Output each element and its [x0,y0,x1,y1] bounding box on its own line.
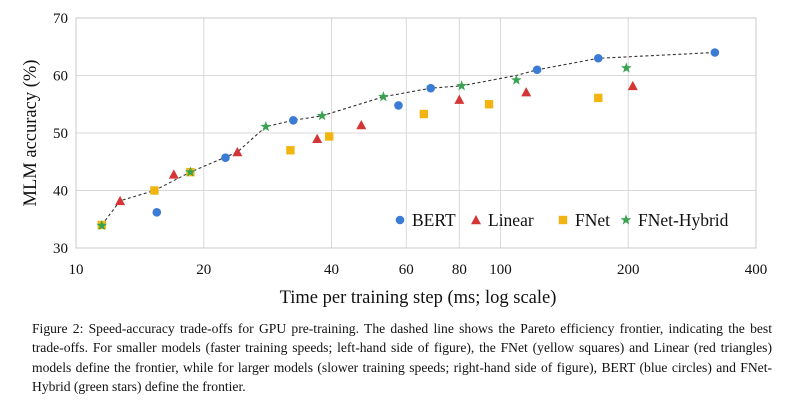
legend-linear-label: Linear [488,210,534,230]
y-tick-label: 50 [53,126,68,142]
x-tick-label: 200 [617,262,640,278]
fnet-hybrid-point [456,80,467,91]
linear-point [115,195,126,206]
fnet-point [484,100,494,109]
x-tick-label: 20 [196,262,211,278]
legend-bert-marker [395,215,405,225]
y-tick-label: 40 [53,184,68,200]
fnet-point [594,93,603,103]
tick-labels: 30 40 50 60 70 10 20 40 60 80 100 200 400 [53,11,767,278]
y-tick-label: 70 [53,11,68,27]
x-tick-label: 400 [745,262,768,278]
x-axis-label: Time per training step (ms; log scale) [280,288,557,308]
pareto-frontier-line [101,51,715,226]
grid-lines [75,17,757,249]
fnet-point [286,146,295,155]
linear-point [356,119,367,130]
linear-point [232,146,243,157]
fnet-point [325,132,334,141]
legend: BERT Linear FNet FNet-Hybrid [395,210,729,230]
fnet-point [419,109,429,119]
linear-point [521,87,532,97]
x-tick-label: 80 [452,262,467,278]
bert-point [394,101,403,110]
linear-point [454,94,465,104]
data-points [96,48,720,231]
legend-fnet-label: FNet [575,210,610,230]
plot-frame [75,17,757,249]
fnet-hybrid-point [260,121,272,132]
y-axis-label: MLM accuracy (%) [21,60,41,207]
speed-accuracy-chart: 30 40 50 60 70 10 20 40 60 80 100 200 400 Time per t… [21,11,767,308]
linear-point [627,80,638,91]
x-tick-label: 100 [489,262,512,278]
y-tick-label: 30 [53,241,68,257]
x-tick-label: 10 [69,262,84,278]
fnet-point [150,186,159,195]
bert-point [221,153,230,163]
x-tick-label: 40 [324,262,339,278]
bert-point [593,53,603,63]
legend-fnet-marker [558,215,568,225]
bert-point [426,83,436,93]
legend-fnet-hybrid-marker [620,214,632,225]
fnet-hybrid-point [316,110,328,121]
bert-point [710,48,720,57]
fnet-hybrid-point [378,91,389,102]
legend-linear-marker [471,215,481,225]
bert-point [152,208,162,217]
legend-bert-label: BERT [412,210,456,230]
figure-caption: Figure 2: Speed-accuracy trade-offs for … [32,321,772,395]
bert-point [288,116,298,125]
fnet-hybrid-point [621,62,632,73]
fnet-hybrid-point [511,74,522,85]
fnet-hybrid-point [185,166,196,177]
bert-point [532,65,542,75]
legend-fnet-hybrid-label: FNet-Hybrid [638,210,729,230]
fnet-hybrid-point [96,219,108,231]
y-tick-label: 60 [53,69,68,85]
linear-point [312,133,323,143]
linear-point [168,169,179,179]
x-tick-label: 60 [399,262,414,278]
pareto-frontier-layer [101,51,715,226]
